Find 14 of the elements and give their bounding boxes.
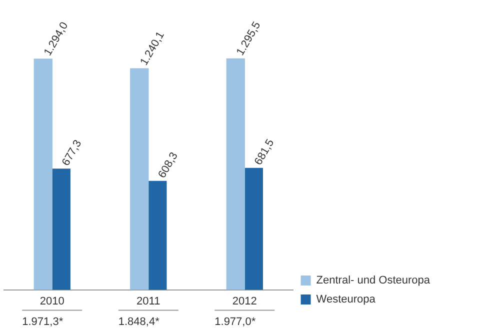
- total-label: 1.848,4*: [118, 316, 160, 328]
- legend-label: Westeuropa: [316, 294, 376, 306]
- x-tick-label: 2012: [232, 295, 257, 308]
- bar: [244, 168, 263, 290]
- bar: [148, 180, 167, 290]
- x-tick-label: 2011: [136, 295, 160, 308]
- bar: [130, 68, 149, 290]
- bar: [52, 168, 70, 290]
- x-tick-label: 2010: [40, 295, 64, 308]
- bar: [34, 58, 52, 290]
- total-label: 1.977,0*: [214, 316, 256, 328]
- legend-label: Zentral- und Osteuropa: [316, 274, 431, 287]
- total-label: 1.971,3*: [22, 316, 64, 328]
- bar: [226, 58, 245, 290]
